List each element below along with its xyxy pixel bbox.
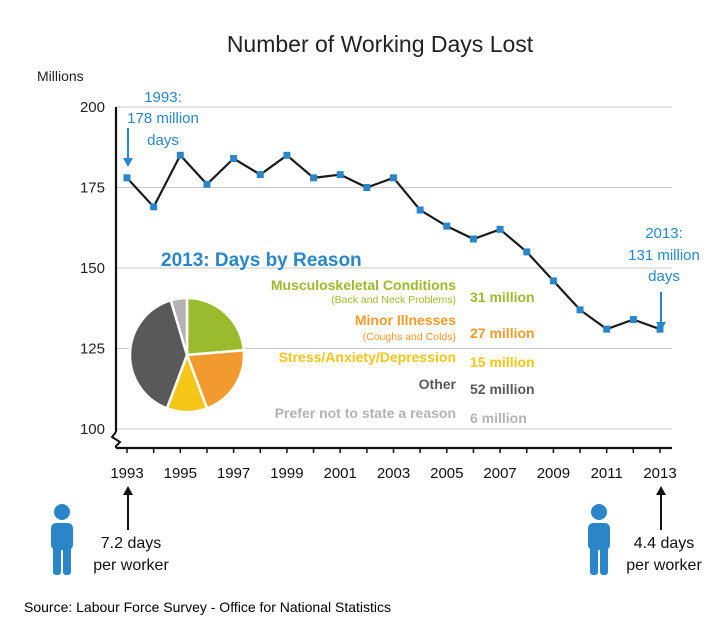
data-point <box>629 316 637 324</box>
annotation-2013-text: 131 million <box>628 247 700 264</box>
legend-label: Other <box>419 376 457 392</box>
legend-label: Minor Illnesses <box>355 312 456 328</box>
legend-value: 31 million <box>470 289 535 305</box>
y-axis-label: Millions <box>37 68 84 84</box>
data-point <box>496 225 504 233</box>
x-tick-label: 2003 <box>377 465 410 482</box>
data-point <box>310 174 318 182</box>
legend-value: 15 million <box>470 354 535 370</box>
legend-value: 52 million <box>470 381 535 397</box>
worker-1993-arrow-head <box>123 486 133 495</box>
pie-slice <box>185 348 246 410</box>
x-tick-label: 1993 <box>110 465 143 482</box>
data-point <box>523 248 531 256</box>
data-point <box>256 171 264 179</box>
legend-label: Musculoskeletal Conditions <box>271 277 456 293</box>
data-point <box>443 222 451 230</box>
data-point <box>416 206 424 214</box>
annotation-1993-text: 1993: <box>144 89 182 106</box>
source-note: Source: Labour Force Survey - Office for… <box>24 599 392 615</box>
annotation-1993-arrow-head <box>123 158 133 167</box>
data-point <box>549 277 557 285</box>
legend-label: Prefer not to state a reason <box>275 405 456 421</box>
worker-1993-text: 7.2 days <box>101 535 161 552</box>
data-point <box>123 174 131 182</box>
pie-slice <box>185 296 246 357</box>
pie-slice <box>128 298 189 410</box>
annotation-2013-text: days <box>648 268 680 285</box>
axis-break <box>110 431 122 448</box>
x-tick-label: 2013 <box>643 465 676 482</box>
data-point <box>150 203 158 211</box>
data-point <box>336 171 344 179</box>
annotations: 1993: 178 million days 2013: 131 million days <box>123 89 700 331</box>
annotation-2013-text: 2013: <box>645 225 683 242</box>
pie-title: 2013: Days by Reason <box>161 250 362 271</box>
data-point <box>576 306 584 314</box>
worker-2013-text: 4.4 days <box>634 535 694 552</box>
pie-legend: Musculoskeletal Conditions(Back and Neck… <box>271 277 535 426</box>
y-tick-label: 125 <box>80 341 105 358</box>
person-icon <box>51 504 73 575</box>
person-icon <box>588 504 610 575</box>
series-line <box>123 151 664 333</box>
data-point <box>203 180 211 188</box>
legend-sublabel: (Back and Neck Problems) <box>331 294 456 306</box>
x-tick-labels: 1993 1995 1997 1999 2001 2003 2005 2007 2009 2011… <box>110 448 677 482</box>
pie-chart: 2013: Days by Reason <box>128 250 362 414</box>
data-point <box>283 151 291 159</box>
x-tick-label: 2011 <box>591 465 623 482</box>
per-worker-callouts: 7.2 days per worker 4.4 days per worker <box>51 486 702 575</box>
pie-slice <box>169 296 189 356</box>
data-point <box>363 184 371 191</box>
data-point <box>390 174 397 182</box>
data-point <box>469 235 477 243</box>
worker-1993-text: per worker <box>93 557 169 574</box>
x-tick-label: 1995 <box>164 465 197 482</box>
annotation-1993-text: 178 million <box>127 110 199 127</box>
x-tick-label: 2009 <box>537 465 570 482</box>
worker-2013-text: per worker <box>626 557 702 574</box>
data-point <box>176 151 184 159</box>
legend-label: Stress/Anxiety/Depression <box>279 349 456 365</box>
y-tick-label: 100 <box>80 421 105 438</box>
annotation-2013-arrow-head <box>656 322 666 331</box>
x-tick-label: 2007 <box>483 465 516 482</box>
data-point <box>603 325 611 333</box>
y-tick-label: 200 <box>80 99 105 116</box>
data-point <box>230 155 238 163</box>
legend-value: 6 million <box>470 410 527 426</box>
chart-title: Number of Working Days Lost <box>227 31 534 57</box>
x-tick-label: 1999 <box>270 465 303 482</box>
x-tick-label: 2001 <box>324 465 357 482</box>
legend-sublabel: (Coughs and Colds) <box>363 331 456 343</box>
y-tick-label: 150 <box>80 260 105 277</box>
worker-2013-arrow-head <box>656 486 666 495</box>
x-tick-label: 2005 <box>430 465 463 482</box>
legend-value: 27 million <box>470 325 535 341</box>
x-tick-label: 1997 <box>217 465 250 482</box>
y-tick-label: 175 <box>80 180 105 197</box>
y-tick-labels: 100 125 150 175 200 <box>80 99 105 438</box>
annotation-1993-text: days <box>147 132 179 149</box>
